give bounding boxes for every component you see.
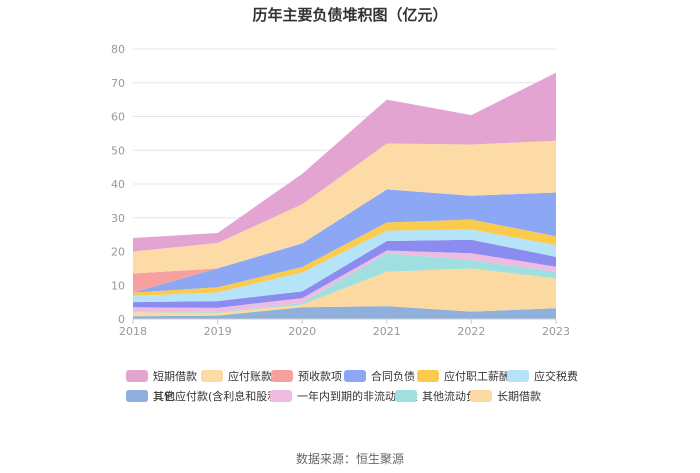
legend-item[interactable]: 应付账款	[201, 368, 272, 384]
legend-swatch	[417, 370, 439, 382]
x-tick-label: 2018	[119, 325, 147, 338]
area-短期借款	[133, 72, 556, 252]
area-应付账款	[133, 140, 556, 274]
area-其他应付款(含利息和股利)	[133, 239, 556, 308]
x-tick-label: 2023	[542, 325, 570, 338]
y-tick-label: 10	[111, 279, 125, 292]
legend-item[interactable]: 预收款项	[271, 368, 342, 384]
legend-swatch	[201, 370, 223, 382]
legend-swatch	[126, 390, 148, 402]
legend-swatch	[470, 390, 492, 402]
legend-label: 应付账款	[228, 370, 272, 383]
legend-label: 应付职工薪酬	[444, 370, 510, 383]
area-合同负债	[133, 189, 556, 293]
y-tick-label: 70	[111, 77, 125, 90]
legend-swatch	[271, 370, 293, 382]
area-长期借款	[133, 268, 556, 317]
legend-label: 长期借款	[497, 390, 541, 403]
legend-swatch	[395, 390, 417, 402]
legend-item[interactable]: 短期借款	[126, 368, 197, 384]
x-tick-label: 2020	[288, 325, 316, 338]
legend-label: 应交税费	[534, 370, 578, 383]
legend-label: 一年内到期的非流动负债	[297, 390, 418, 403]
area-其它	[133, 306, 556, 319]
chart-title: 历年主要负债堆积图（亿元）	[252, 6, 448, 24]
y-tick-label: 60	[111, 111, 125, 124]
legend-swatch	[344, 370, 366, 382]
area-series	[133, 72, 556, 319]
data-source-note: 数据来源：恒生聚源	[295, 452, 404, 466]
x-tick-label: 2019	[204, 325, 232, 338]
legend-swatch	[126, 370, 148, 382]
legend-label: 其它	[153, 390, 175, 403]
area-应交税费	[133, 229, 556, 303]
area-其他流动负债	[133, 253, 556, 313]
axes: 0 10 20 30 40 50 60 70 80 2018 2019 2020 2021 2022 202…	[111, 43, 570, 338]
legend-label: 其他应付款(含利息和股利)	[153, 390, 283, 403]
legend-label: 预收款项	[298, 370, 342, 383]
y-tick-label: 30	[111, 212, 125, 225]
legend-item[interactable]: 应交税费	[507, 368, 578, 384]
y-tick-label: 0	[118, 313, 125, 326]
x-tick-label: 2021	[373, 325, 401, 338]
y-tick-label: 50	[111, 144, 125, 157]
legend-label: 合同负债	[371, 370, 415, 383]
legend-item[interactable]: 应付职工薪酬	[417, 368, 510, 384]
legend-swatch	[270, 390, 292, 402]
legend-label: 短期借款	[153, 370, 197, 383]
legend-item[interactable]: 合同负债	[344, 368, 415, 384]
x-tick-label: 2022	[457, 325, 485, 338]
y-tick-label: 20	[111, 246, 125, 259]
y-tick-label: 40	[111, 178, 125, 191]
legend-item[interactable]: 其它	[126, 388, 175, 404]
legend-item[interactable]: 一年内到期的非流动负债	[270, 388, 418, 404]
legend-item[interactable]: 长期借款	[470, 388, 541, 404]
legend-swatch	[507, 370, 529, 382]
y-tick-label: 80	[111, 43, 125, 56]
